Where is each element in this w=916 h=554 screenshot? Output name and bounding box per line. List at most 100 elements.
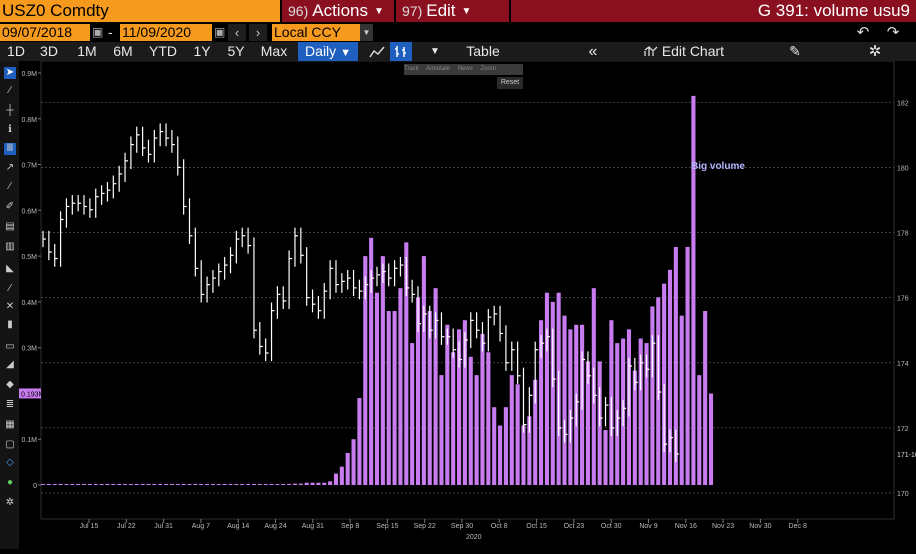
- color-icon[interactable]: ●: [6, 477, 14, 488]
- volume-bar: [351, 439, 356, 485]
- table-button[interactable]: Table: [466, 43, 500, 59]
- volume-bar: [374, 292, 380, 485]
- x-tick-label: Nov 23: [712, 523, 734, 530]
- volume-bar: [345, 452, 350, 485]
- volume-tick-label: 0.5M: [21, 254, 37, 261]
- end-date-input[interactable]: 11/09/2020: [120, 24, 212, 41]
- chart-area[interactable]: 00.1M0.2M0.3M0.4M0.5M0.6M0.7M0.8M0.9M0.1…: [19, 60, 916, 549]
- shape-icon[interactable]: ◢: [6, 359, 14, 370]
- bar-chart-icon[interactable]: [390, 42, 412, 61]
- gear-icon[interactable]: ✲: [5, 497, 15, 508]
- selection-icon[interactable]: ◇: [6, 457, 14, 468]
- draw-icon[interactable]: ✎: [789, 43, 801, 59]
- popup-news[interactable]: News: [457, 66, 473, 72]
- period-1d-button[interactable]: 1D: [7, 43, 25, 59]
- volume-bar: [667, 269, 673, 485]
- period-1m-button[interactable]: 1M: [77, 43, 97, 59]
- trend-line-icon[interactable]: ⁄: [9, 181, 11, 192]
- x-tick-label: Nov 16: [675, 523, 697, 530]
- stack-icon[interactable]: ▦: [5, 419, 15, 430]
- volume-bar: [117, 484, 122, 485]
- volume-bar: [199, 484, 204, 485]
- next-period-button[interactable]: ›: [249, 24, 267, 41]
- layers-icon[interactable]: ≣: [5, 399, 15, 410]
- x-tick-label: Oct 30: [601, 523, 622, 530]
- chevron-down-icon[interactable]: ▼: [430, 46, 440, 57]
- fib-icon[interactable]: Ⅲ: [4, 143, 16, 155]
- popup-zoom[interactable]: Zoom: [480, 66, 496, 72]
- edit-label: Edit: [426, 1, 456, 20]
- volume-bar: [328, 481, 333, 485]
- volume-bar: [216, 484, 221, 485]
- volume-bar: [193, 484, 198, 485]
- lock-icon[interactable]: ▮: [7, 319, 13, 330]
- period-6m-button[interactable]: 6M: [113, 43, 133, 59]
- ruler-icon[interactable]: ▤: [5, 221, 15, 232]
- x-tick-label: Oct 15: [526, 523, 547, 530]
- volume-bar: [87, 484, 92, 485]
- volume-bar: [146, 484, 151, 485]
- volume-bar: [187, 484, 192, 485]
- arrow-icon[interactable]: ↗: [5, 162, 15, 173]
- volume-bar: [697, 375, 702, 485]
- prev-period-button[interactable]: ‹: [228, 24, 246, 41]
- volume-bar: [386, 311, 391, 485]
- volume-tick-label: 0.6M: [21, 208, 37, 215]
- line-chart-icon[interactable]: [366, 42, 388, 61]
- period-max-button[interactable]: Max: [260, 43, 288, 59]
- popup-track[interactable]: Track: [404, 66, 419, 72]
- calendar-icon[interactable]: ▣: [214, 25, 226, 39]
- marker-icon[interactable]: ◆: [6, 379, 14, 390]
- wedge-icon[interactable]: ◣: [6, 263, 14, 274]
- reset-button[interactable]: Reset: [497, 77, 523, 89]
- edit-chart-button[interactable]: Edit Chart: [636, 42, 732, 61]
- calendar-icon[interactable]: ▣: [92, 25, 104, 39]
- volume-bar: [369, 237, 374, 485]
- volume-bar: [111, 484, 116, 485]
- volume-bar: [269, 484, 274, 485]
- pen-icon[interactable]: ✐: [5, 201, 15, 212]
- chevron-down-icon: ▼: [340, 47, 351, 59]
- period-3d-button[interactable]: 3D: [40, 43, 58, 59]
- cross-icon[interactable]: ✕: [5, 301, 15, 312]
- period-1y-button[interactable]: 1Y: [193, 43, 211, 59]
- volume-bar: [638, 338, 643, 485]
- drawing-tools-sidebar: ➤ ∕ ┼ ℹ Ⅲ ↗ ⁄ ✐ ▤ ▥ ◣ ∕ ✕ ▮ ▭ ◢ ◆ ≣ ▦ ▢ …: [0, 61, 19, 549]
- date-separator: -: [108, 24, 113, 40]
- ticker-field[interactable]: USZ0 Comdty: [0, 0, 280, 22]
- period-ytd-button[interactable]: YTD: [149, 43, 177, 59]
- volume-bar: [140, 484, 145, 485]
- volume-bar: [544, 292, 549, 485]
- volume-bar: [468, 356, 473, 485]
- edit-menu[interactable]: 97) Edit ▼: [396, 0, 509, 22]
- grid-icon[interactable]: ▢: [5, 439, 15, 450]
- start-date-input[interactable]: 09/07/2018: [0, 24, 90, 41]
- rectangle-icon[interactable]: ▭: [5, 341, 15, 352]
- crosshair-icon[interactable]: ┼: [6, 105, 14, 116]
- price-tick-label: 176: [897, 296, 909, 303]
- collapse-icon[interactable]: «: [588, 43, 598, 60]
- x-tick-label: Aug 24: [264, 523, 286, 530]
- volume-bar: [58, 484, 63, 485]
- volume-bar: [632, 370, 637, 485]
- undo-icon[interactable]: ↶: [856, 24, 870, 41]
- period-5y-button[interactable]: 5Y: [227, 43, 245, 59]
- channel-icon[interactable]: ▥: [5, 241, 15, 252]
- text-icon[interactable]: ℹ: [8, 124, 12, 135]
- gear-icon[interactable]: ✲: [868, 43, 882, 60]
- chevron-down-icon[interactable]: ▼: [360, 24, 373, 41]
- popup-annotate[interactable]: Annotate: [426, 66, 451, 72]
- volume-bar: [298, 483, 303, 485]
- actions-menu[interactable]: 96) Actions ▼: [282, 0, 394, 22]
- cursor-icon[interactable]: ➤: [4, 67, 16, 79]
- volume-bar: [263, 484, 268, 485]
- volume-bar: [451, 352, 456, 485]
- redo-icon[interactable]: ↷: [886, 24, 900, 41]
- pencil-icon[interactable]: ∕: [9, 85, 11, 96]
- volume-bar: [492, 407, 497, 485]
- frequency-select[interactable]: Daily ▼: [298, 42, 358, 61]
- volume-bar: [703, 311, 708, 485]
- currency-select[interactable]: Local CCY: [272, 24, 360, 41]
- last-volume-badge: [19, 388, 41, 399]
- line-icon[interactable]: ∕: [9, 283, 11, 294]
